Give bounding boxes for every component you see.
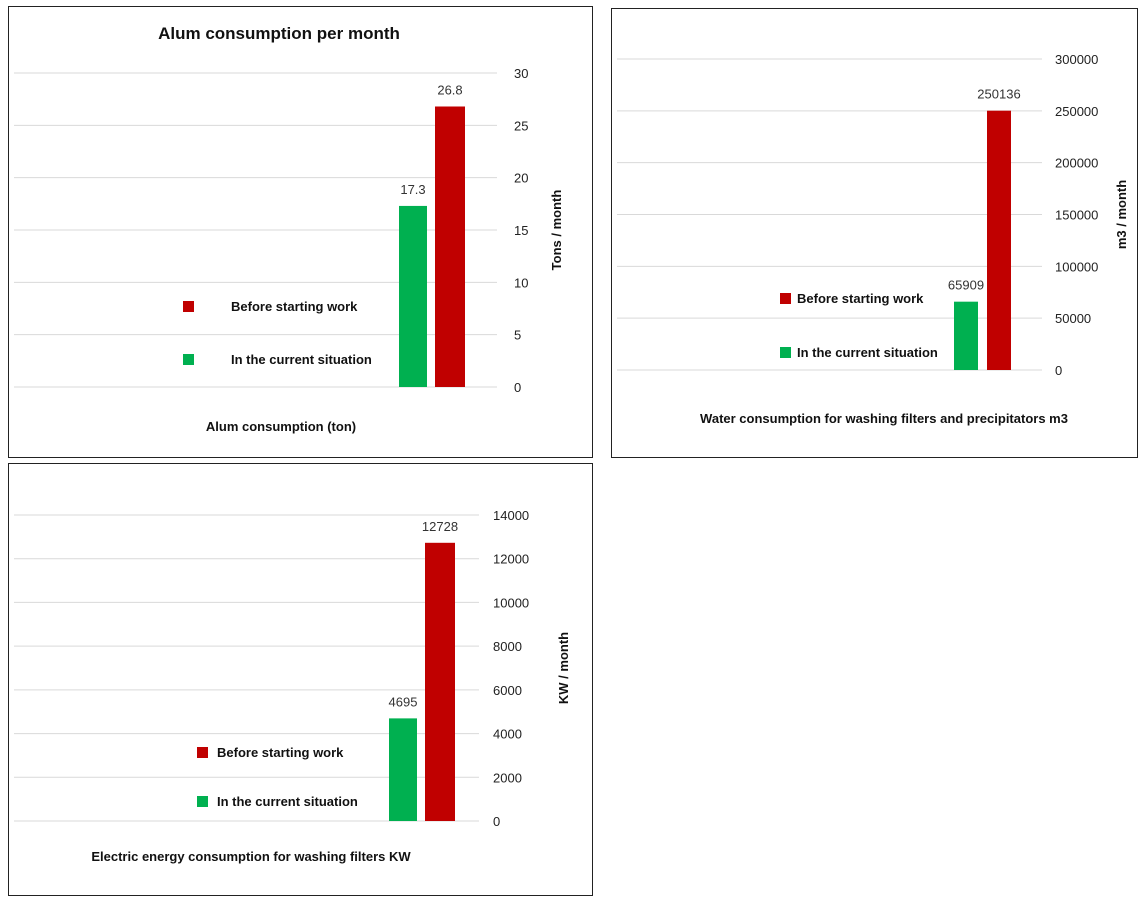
y-tick-label: 5	[514, 328, 521, 343]
data-label: 65909	[948, 278, 984, 293]
legend-label: In the current situation	[217, 794, 358, 809]
legend-swatch	[780, 293, 791, 304]
y-tick-label: 0	[493, 814, 500, 829]
y-tick-label: 10	[514, 275, 528, 290]
y-tick-label: 15	[514, 223, 528, 238]
bar-current-situation	[389, 718, 417, 821]
y-tick-label: 150000	[1055, 208, 1098, 223]
y-tick-label: 200000	[1055, 156, 1098, 171]
bar-current-situation	[399, 205, 427, 387]
data-label: 250136	[977, 87, 1020, 102]
legend-label: Before starting work	[797, 291, 924, 306]
y-tick-label: 8000	[493, 639, 522, 654]
legend-swatch	[197, 796, 208, 807]
data-label: 17.3	[400, 182, 425, 197]
data-label: 26.8	[437, 82, 462, 97]
y-tick-label: 50000	[1055, 311, 1091, 326]
legend-swatch	[183, 301, 194, 312]
legend-label: In the current situation	[797, 345, 938, 360]
electric-chart: 0 2000 4000 6000 8000 10000 12000 14000 4695 1272…	[14, 508, 571, 864]
legend-swatch	[183, 354, 194, 365]
water-chart-panel: 0 50000 100000 150000 200000 250000 300000 6590…	[611, 8, 1138, 458]
legend-label: Before starting work	[217, 745, 344, 760]
legend-label: In the current situation	[231, 352, 372, 367]
bar-before-starting-work	[435, 106, 465, 387]
y-tick-label: 0	[1055, 363, 1062, 378]
y-tick-label: 250000	[1055, 104, 1098, 119]
y-tick-label: 0	[514, 380, 521, 395]
chart-title: Alum consumption per month	[158, 24, 400, 43]
legend-swatch	[780, 347, 791, 358]
legend-swatch	[197, 747, 208, 758]
y-tick-label: 100000	[1055, 259, 1098, 274]
category-label: Electric energy consumption for washing …	[91, 849, 411, 864]
bar-current-situation	[954, 301, 978, 370]
bar-before-starting-work	[425, 542, 455, 821]
alum-chart: 0 5 10 15 20 25 30 17.3 26.8 Before starting work…	[14, 24, 564, 434]
y-tick-label: 2000	[493, 770, 522, 785]
y-axis-label: KW / month	[556, 632, 571, 704]
legend-label: Before starting work	[231, 299, 358, 314]
alum-chart-panel: 0 5 10 15 20 25 30 17.3 26.8 Before starting work…	[8, 6, 593, 458]
y-tick-label: 30	[514, 66, 528, 81]
y-axis-label: Tons / month	[549, 190, 564, 271]
y-tick-label: 10000	[493, 595, 529, 610]
category-label: Water consumption for washing filters an…	[700, 411, 1068, 426]
y-tick-label: 20	[514, 171, 528, 186]
data-label: 4695	[389, 694, 418, 709]
y-tick-label: 6000	[493, 683, 522, 698]
y-axis-label: m3 / month	[1114, 180, 1129, 249]
y-tick-label: 300000	[1055, 52, 1098, 67]
category-label: Alum consumption (ton)	[206, 419, 356, 434]
y-tick-label: 4000	[493, 727, 522, 742]
data-label: 12728	[422, 519, 458, 534]
bar-before-starting-work	[987, 110, 1011, 370]
y-tick-label: 12000	[493, 552, 529, 567]
electric-chart-panel: 0 2000 4000 6000 8000 10000 12000 14000 4695 1272…	[8, 463, 593, 896]
y-tick-label: 14000	[493, 508, 529, 523]
water-chart: 0 50000 100000 150000 200000 250000 300000 6590…	[617, 52, 1129, 426]
y-tick-label: 25	[514, 118, 528, 133]
